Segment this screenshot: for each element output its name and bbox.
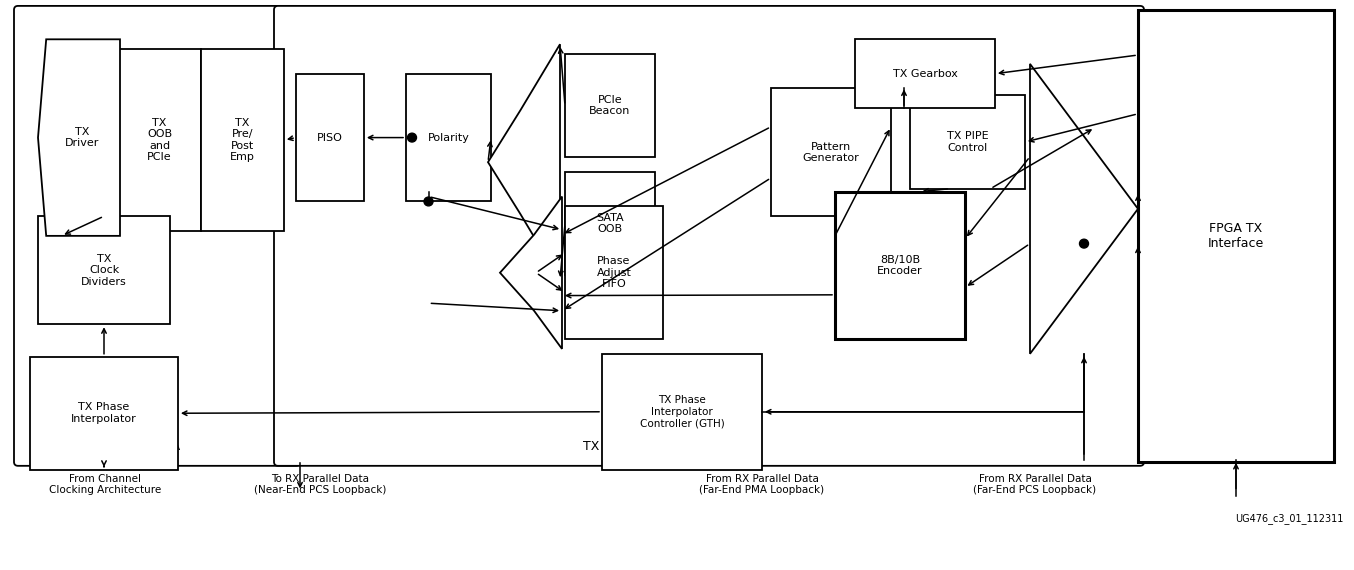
Text: TX PIPE
Control: TX PIPE Control [946,131,988,153]
FancyBboxPatch shape [770,88,891,216]
Text: From RX Parallel Data
(Far-End PCS Loopback): From RX Parallel Data (Far-End PCS Loopb… [974,474,1097,495]
Text: 8B/10B
Encoder: 8B/10B Encoder [877,255,923,276]
FancyBboxPatch shape [835,192,965,339]
FancyBboxPatch shape [406,74,492,201]
FancyBboxPatch shape [910,95,1025,189]
Text: TX PMA: TX PMA [134,439,180,453]
Text: TX Gearbox: TX Gearbox [892,69,957,79]
FancyBboxPatch shape [603,354,762,470]
FancyBboxPatch shape [14,6,301,466]
Text: PCIe
Beacon: PCIe Beacon [589,95,631,116]
Text: From Channel
Clocking Architecture: From Channel Clocking Architecture [49,474,161,495]
Circle shape [1079,239,1089,248]
FancyBboxPatch shape [565,172,655,275]
Circle shape [408,133,417,142]
FancyBboxPatch shape [565,54,655,157]
FancyBboxPatch shape [200,49,284,231]
Polygon shape [487,44,561,280]
Polygon shape [1030,64,1137,354]
Text: From RX Parallel Data
(Far-End PMA Loopback): From RX Parallel Data (Far-End PMA Loopb… [700,474,825,495]
Text: TX
OOB
and
PCIe: TX OOB and PCIe [148,117,172,162]
FancyBboxPatch shape [38,216,171,324]
FancyBboxPatch shape [297,74,364,201]
Text: TX PCS: TX PCS [584,439,628,453]
Polygon shape [38,39,121,236]
Text: UG476_c3_01_112311: UG476_c3_01_112311 [1236,513,1345,524]
FancyBboxPatch shape [565,206,663,339]
Text: PISO: PISO [317,133,343,142]
Text: TX
Pre/
Post
Emp: TX Pre/ Post Emp [230,117,255,162]
Text: SATA
OOB: SATA OOB [596,213,624,234]
Text: FPGA TX
Interface: FPGA TX Interface [1208,222,1265,250]
FancyBboxPatch shape [854,39,995,108]
Text: Pattern
Generator: Pattern Generator [803,141,860,163]
Text: To RX Parallel Data
(Near-End PCS Loopback): To RX Parallel Data (Near-End PCS Loopba… [253,474,386,495]
Text: TX
Clock
Dividers: TX Clock Dividers [81,254,127,287]
Text: TX
Driver: TX Driver [65,127,99,148]
FancyBboxPatch shape [274,6,1144,466]
Circle shape [424,197,433,206]
FancyBboxPatch shape [1137,10,1334,462]
Polygon shape [500,197,562,349]
FancyBboxPatch shape [118,49,200,231]
FancyBboxPatch shape [30,357,177,470]
Text: TX Phase
Interpolator: TX Phase Interpolator [72,402,137,424]
Text: TX Phase
Interpolator
Controller (GTH): TX Phase Interpolator Controller (GTH) [639,395,724,429]
Text: Polarity: Polarity [428,133,470,142]
Text: Phase
Adjust
FIFO: Phase Adjust FIFO [597,256,631,290]
